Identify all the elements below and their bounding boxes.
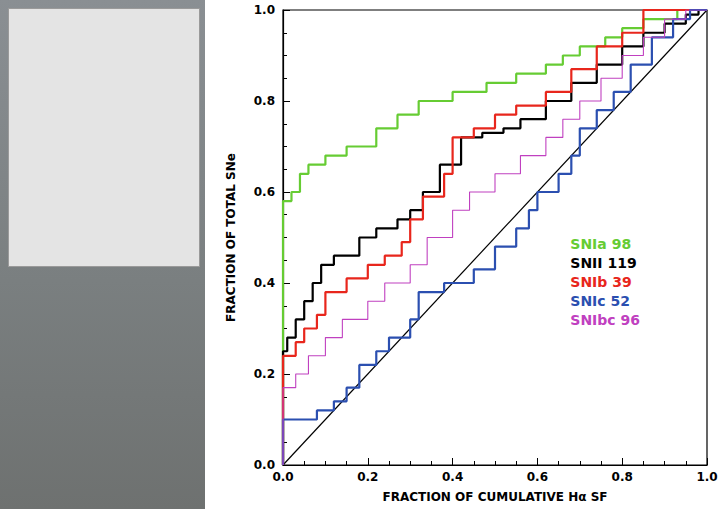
svg-text:0.0: 0.0 <box>272 470 293 484</box>
svg-text:FRACTION OF TOTAL SNe: FRACTION OF TOTAL SNe <box>224 153 238 322</box>
svg-text:0.2: 0.2 <box>254 367 275 381</box>
svg-text:SNIc 52: SNIc 52 <box>570 293 630 309</box>
svg-text:SNIa 98: SNIa 98 <box>570 236 631 252</box>
svg-text:0.2: 0.2 <box>357 470 378 484</box>
svg-text:0.8: 0.8 <box>612 470 633 484</box>
svg-text:0.4: 0.4 <box>254 276 275 290</box>
svg-text:0.8: 0.8 <box>254 94 275 108</box>
svg-text:0.4: 0.4 <box>442 470 463 484</box>
svg-text:SNII 119: SNII 119 <box>570 255 636 271</box>
svg-text:FRACTION OF CUMULATIVE Hα SF: FRACTION OF CUMULATIVE Hα SF <box>382 490 607 504</box>
svg-text:0.0: 0.0 <box>253 458 275 472</box>
svg-text:1.0: 1.0 <box>696 470 717 484</box>
svg-text:SNIbc 96: SNIbc 96 <box>570 312 640 328</box>
svg-text:SNIb 39: SNIb 39 <box>570 274 631 290</box>
svg-text:1.0: 1.0 <box>254 3 275 17</box>
svg-text:0.6: 0.6 <box>527 470 548 484</box>
svg-text:0.6: 0.6 <box>254 185 275 199</box>
